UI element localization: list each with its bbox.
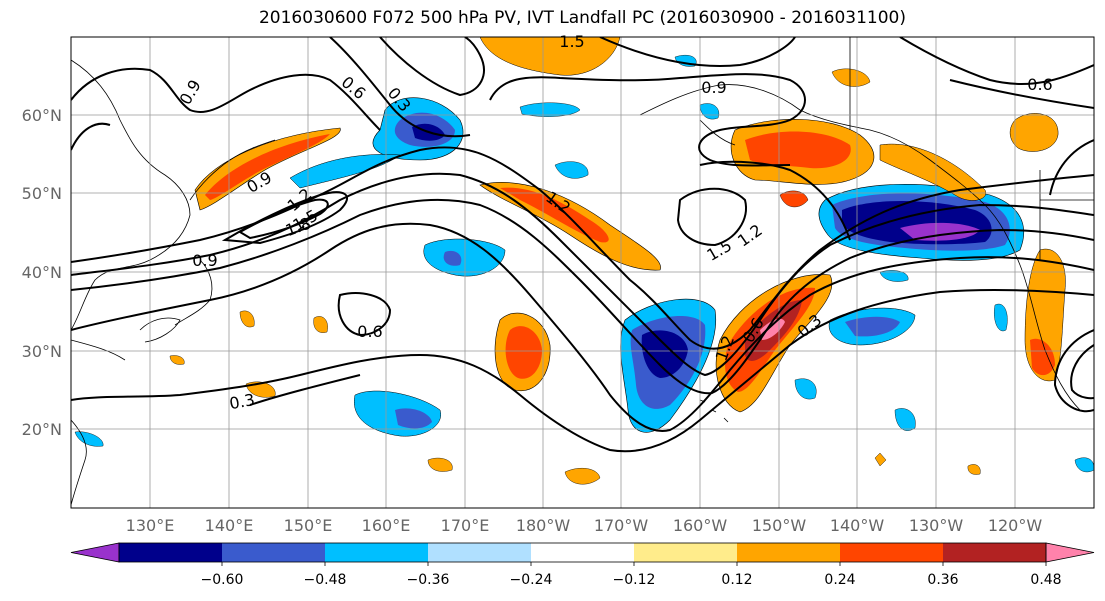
contour-label: 0.6 <box>357 322 382 341</box>
colorbar-segment <box>119 543 223 562</box>
contour-label: 0.6 <box>338 72 370 103</box>
colorbar <box>70 542 1095 563</box>
contour-label: 1.2 <box>734 220 766 250</box>
lat-tick-label: 60°N <box>22 106 62 125</box>
positive-anomaly-60n-120w <box>1009 113 1059 152</box>
colorbar-tick-label: 0.12 <box>721 572 752 588</box>
colorbar-segment <box>222 543 326 562</box>
lon-tick-label: 140°E <box>205 516 254 535</box>
lon-tick-label: 130°E <box>126 516 175 535</box>
longitude-labels: 130°E 140°E 150°E 160°E 170°E 180°W 170°W 160°W… <box>126 516 1043 535</box>
contour-label: 0.3 <box>228 390 256 413</box>
colorbar-segment <box>634 543 738 562</box>
anomaly-shading <box>74 37 1094 485</box>
lon-tick-label: 150°E <box>284 516 333 535</box>
positive-anomaly-top <box>479 37 621 76</box>
lon-tick-label: 160°W <box>673 516 728 535</box>
lat-tick-label: 40°N <box>22 263 62 282</box>
pv-contours <box>71 37 1094 453</box>
contour-label: 1.5 <box>703 236 735 265</box>
colorbar-tick-label: 0.24 <box>824 572 855 588</box>
colorbar-tick-label: −0.48 <box>304 572 347 588</box>
contour-label: 0.9 <box>192 251 217 270</box>
lon-tick-label: 180°W <box>516 516 571 535</box>
contour-label: 0.6 <box>1027 75 1052 94</box>
colorbar-tick-label: −0.12 <box>613 572 656 588</box>
colorbar-tick-label: −0.36 <box>407 572 450 588</box>
lon-tick-label: 170°W <box>594 516 649 535</box>
contour-label: 1.5 <box>559 32 584 51</box>
colorbar-segment <box>737 543 841 562</box>
lon-tick-label: 150°W <box>752 516 807 535</box>
positive-anomaly-kamchatka-core <box>205 134 330 200</box>
colorbar-segment <box>325 543 429 562</box>
colorbar-tick-label: −0.60 <box>201 572 244 588</box>
colorbar-segment <box>840 543 944 562</box>
colorbar-segment <box>943 543 1047 562</box>
negative-anomaly-40n-170e <box>423 238 506 277</box>
colorbar-tick-labels: −0.60 −0.48 −0.36 −0.24 −0.12 0.12 0.24 0.36 0.4… <box>201 562 1062 588</box>
colorbar-extend-max <box>1045 542 1095 563</box>
colorbar-segment <box>428 543 532 562</box>
coastlines <box>71 37 1094 506</box>
colorbar-segment <box>531 543 635 562</box>
lon-tick-label: 120°W <box>988 516 1043 535</box>
lat-tick-label: 50°N <box>22 184 62 203</box>
contour-label: 0.9 <box>176 76 205 108</box>
map-frame <box>70 36 1095 509</box>
lat-tick-label: 20°N <box>22 420 62 439</box>
colorbar-tick-label: −0.24 <box>510 572 553 588</box>
lon-tick-label: 140°W <box>830 516 885 535</box>
map-title: 2016030600 F072 500 hPa PV, IVT Landfall… <box>258 8 906 28</box>
gridlines <box>71 37 1094 508</box>
lat-tick-label: 30°N <box>22 342 62 361</box>
colorbar-extend-min <box>70 542 120 563</box>
colorbar-tick-label: 0.48 <box>1030 572 1061 588</box>
contour-label: 0.9 <box>701 78 726 97</box>
colorbar-tick-label: 0.36 <box>927 572 958 588</box>
lon-tick-label: 130°W <box>909 516 964 535</box>
lon-tick-label: 160°E <box>362 516 411 535</box>
colorbar-outline <box>118 542 1047 563</box>
latitude-labels: 60°N 50°N 40°N 30°N 20°N <box>22 106 62 439</box>
lon-tick-label: 170°E <box>441 516 490 535</box>
